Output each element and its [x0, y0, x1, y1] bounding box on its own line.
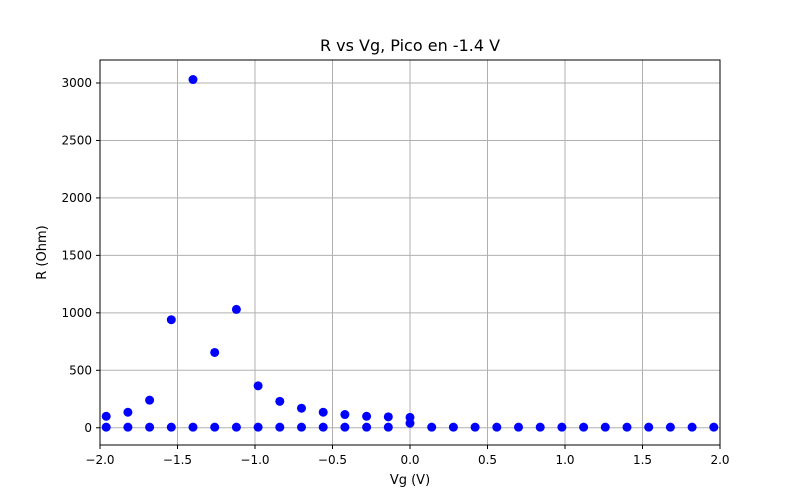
y-tick-label: 0 [84, 421, 92, 435]
x-tick-label: −1.0 [240, 453, 269, 467]
data-point [492, 422, 502, 432]
x-tick-label: 1.5 [633, 453, 652, 467]
data-point [231, 422, 241, 432]
data-point [709, 422, 719, 432]
data-point [231, 304, 241, 314]
chart-title: R vs Vg, Pico en -1.4 V [320, 36, 500, 55]
data-point [253, 422, 263, 432]
grid [99, 60, 721, 445]
x-tick-label: −2.0 [85, 453, 114, 467]
data-point [362, 422, 372, 432]
data-point [579, 422, 589, 432]
data-point [188, 75, 198, 85]
x-tick-label: 0.5 [478, 453, 497, 467]
data-point [145, 422, 155, 432]
data-point [514, 422, 523, 432]
y-tick-label: 500 [69, 363, 92, 377]
data-point [297, 403, 306, 413]
data-point [253, 381, 263, 391]
data-point [340, 422, 350, 432]
x-tick-label: −1.5 [163, 453, 192, 467]
data-point [535, 422, 545, 432]
data-point [665, 422, 675, 432]
data-point [405, 418, 415, 428]
data-point [600, 422, 610, 432]
data-point [427, 422, 437, 432]
x-tick-label: 2.0 [710, 453, 729, 467]
data-point [557, 422, 567, 432]
data-point [297, 422, 306, 432]
data-point [318, 422, 328, 432]
data-point [644, 422, 654, 432]
data-point [318, 407, 328, 417]
data-point [448, 422, 458, 432]
x-axis-label: Vg (V) [390, 473, 430, 488]
data-point [362, 411, 372, 421]
data-point [145, 395, 155, 405]
data-point [166, 422, 176, 432]
data-point [166, 315, 176, 325]
y-tick-label: 1500 [61, 248, 92, 262]
data-point [275, 396, 285, 406]
data-point [687, 422, 697, 432]
data-point [188, 422, 198, 432]
data-point [340, 410, 350, 420]
y-tick-label: 2500 [61, 133, 92, 147]
data-point [101, 422, 111, 432]
data-point [101, 411, 111, 421]
data-point [275, 422, 285, 432]
data-point [123, 422, 133, 432]
data-point [383, 422, 393, 432]
data-point [383, 412, 393, 422]
data-points [101, 75, 719, 432]
x-tick-label: 1.0 [555, 453, 574, 467]
y-tick-label: 2000 [61, 191, 92, 205]
y-axis-label: R (Ohm) [35, 225, 50, 279]
x-axis-ticks: −2.0 −1.5 −1.0 −0.5 0.0 0.5 1.0 1.5 2.0 [85, 445, 730, 467]
data-point [210, 422, 220, 432]
x-tick-label: 0.0 [400, 453, 419, 467]
data-point [123, 407, 133, 417]
y-tick-label: 3000 [61, 76, 92, 90]
x-tick-label: −0.5 [318, 453, 347, 467]
data-point [470, 422, 480, 432]
data-point [210, 347, 220, 357]
data-point [622, 422, 632, 432]
y-axis-ticks: 0 500 1000 1500 2000 2500 3000 [61, 76, 100, 435]
y-tick-label: 1000 [61, 306, 92, 320]
